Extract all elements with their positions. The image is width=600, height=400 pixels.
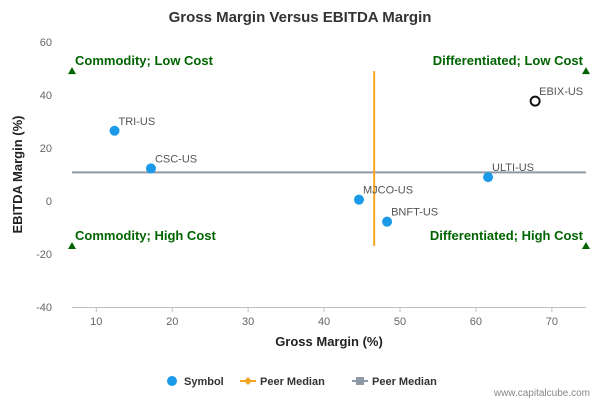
data-point-label: EBIX-US	[539, 86, 583, 98]
quadrant-triangle-marker	[68, 242, 76, 250]
legend: Symbol Peer Median Peer Median	[167, 376, 437, 388]
data-point	[483, 172, 494, 183]
x-tick-label: 10	[90, 316, 102, 328]
x-tick-label: 30	[242, 316, 254, 328]
data-point	[145, 163, 156, 174]
data-point	[109, 125, 120, 136]
quadrant-triangle-marker	[582, 242, 590, 250]
quadrant-label: Commodity; High Cost	[75, 228, 216, 243]
x-tick-label: 60	[470, 316, 482, 328]
y-axis-label: EBITDA Margin (%)	[10, 116, 25, 234]
y-tick-label: 20	[40, 143, 52, 155]
data-point-label: TRI-US	[119, 116, 156, 128]
source-credit: www.capitalcube.com	[493, 388, 590, 399]
highlight-data-point	[529, 95, 541, 107]
peer-median-lines	[72, 71, 586, 247]
quadrant-labels: Commodity; Low Cost Differentiated; Low C…	[68, 53, 590, 250]
x-axis-label: Gross Margin (%)	[275, 334, 383, 349]
data-point-label: ULTI-US	[492, 162, 534, 174]
y-tick-label: -20	[36, 249, 52, 261]
y-tick-label: 0	[46, 196, 52, 208]
x-axis-ticks: 10 20 30 40 50 60 70	[90, 307, 558, 328]
legend-label: Peer Median	[260, 376, 325, 388]
legend-symbol-marker	[167, 376, 177, 386]
legend-label: Peer Median	[372, 376, 437, 388]
data-point-label: CSC-US	[155, 153, 197, 165]
legend-label: Symbol	[184, 376, 224, 388]
x-tick-label: 70	[546, 316, 558, 328]
quadrant-triangle-marker	[68, 67, 76, 75]
x-tick-label: 50	[394, 316, 406, 328]
legend-diamond-marker	[244, 377, 252, 385]
y-tick-label: 60	[40, 37, 52, 49]
y-tick-label: -40	[36, 302, 52, 314]
y-tick-label: 40	[40, 90, 52, 102]
data-point	[353, 194, 364, 205]
quadrant-label: Differentiated; Low Cost	[433, 53, 584, 68]
data-point	[382, 216, 393, 227]
x-tick-label: 40	[318, 316, 330, 328]
data-point-label: BNFT-US	[391, 207, 438, 219]
quadrant-triangle-marker	[582, 67, 590, 75]
x-tick-label: 20	[166, 316, 178, 328]
data-point-label: MJCO-US	[363, 185, 413, 197]
chart-title: Gross Margin Versus EBITDA Margin	[169, 9, 432, 26]
quadrant-label: Commodity; Low Cost	[75, 53, 214, 68]
quadrant-label: Differentiated; High Cost	[430, 228, 584, 243]
legend-square-marker	[356, 377, 364, 385]
data-points: TRI-US CSC-US MJCO-US BNFT-US ULTI-US EBIX-US	[109, 86, 583, 227]
y-axis-ticks: -40 -20 0 20 40 60	[36, 37, 52, 314]
